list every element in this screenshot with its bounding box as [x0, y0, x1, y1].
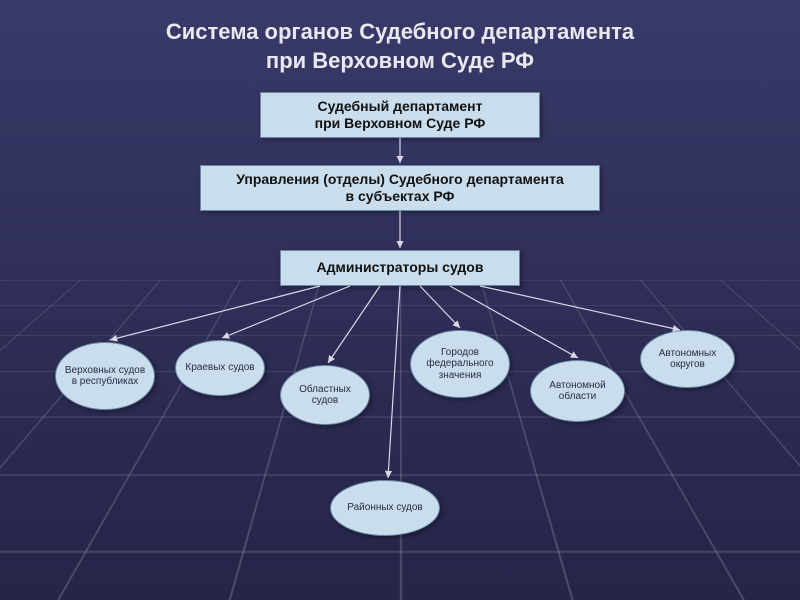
ellipse-krai-courts: Краевых судов	[175, 340, 265, 396]
box-management-departments: Управления (отделы) Судебного департамен…	[200, 165, 600, 211]
ellipse-federal-cities: Городов федерального значения	[410, 330, 510, 398]
ellipse-label: Областных судов	[287, 384, 363, 407]
box-label: Администраторы судов	[317, 259, 484, 277]
title-line-2: при Верховном Суде РФ	[266, 48, 534, 73]
ellipse-label: Районных судов	[347, 502, 422, 514]
box-court-administrators: Администраторы судов	[280, 250, 520, 286]
ellipse-label: Автономной области	[537, 380, 618, 403]
ellipse-supreme-republic: Верховных судовв республиках	[55, 342, 155, 410]
box-judicial-department: Судебный департаментпри Верховном Суде Р…	[260, 92, 540, 138]
ellipse-label: Краевых судов	[185, 362, 254, 374]
title-line-1: Система органов Судебного департамента	[166, 19, 634, 44]
diagram: Система органов Судебного департамента п…	[0, 0, 800, 600]
ellipse-oblast-courts: Областных судов	[280, 365, 370, 425]
ellipse-label: Городов федерального значения	[417, 347, 503, 382]
ellipse-district-courts: Районных судов	[330, 480, 440, 536]
box-label: Управления (отделы) Судебного департамен…	[236, 171, 564, 206]
box-label: Судебный департаментпри Верховном Суде Р…	[315, 98, 486, 133]
ellipse-autonomous-okrugs: Автономных округов	[640, 330, 735, 388]
page-title: Система органов Судебного департамента п…	[0, 18, 800, 75]
ellipse-label: Верховных судовв республиках	[65, 365, 145, 388]
ellipse-label: Автономных округов	[647, 348, 728, 371]
ellipse-autonomous-oblast: Автономной области	[530, 360, 625, 422]
